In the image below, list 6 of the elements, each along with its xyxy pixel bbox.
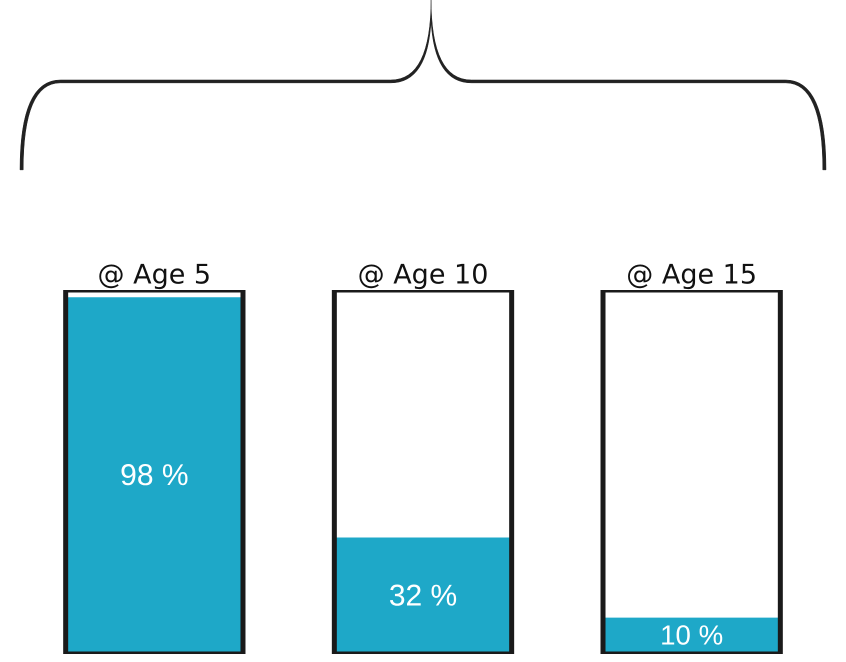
data-label: 98 % — [120, 459, 189, 492]
x-tick-label: @ Age 10 — [358, 260, 488, 291]
x-tick-label: @ Age 5 — [98, 260, 212, 291]
x-tick-label: @ Age 15 — [626, 260, 758, 291]
data-label: 32 % — [388, 579, 458, 612]
data-label: 10 % — [660, 620, 724, 651]
